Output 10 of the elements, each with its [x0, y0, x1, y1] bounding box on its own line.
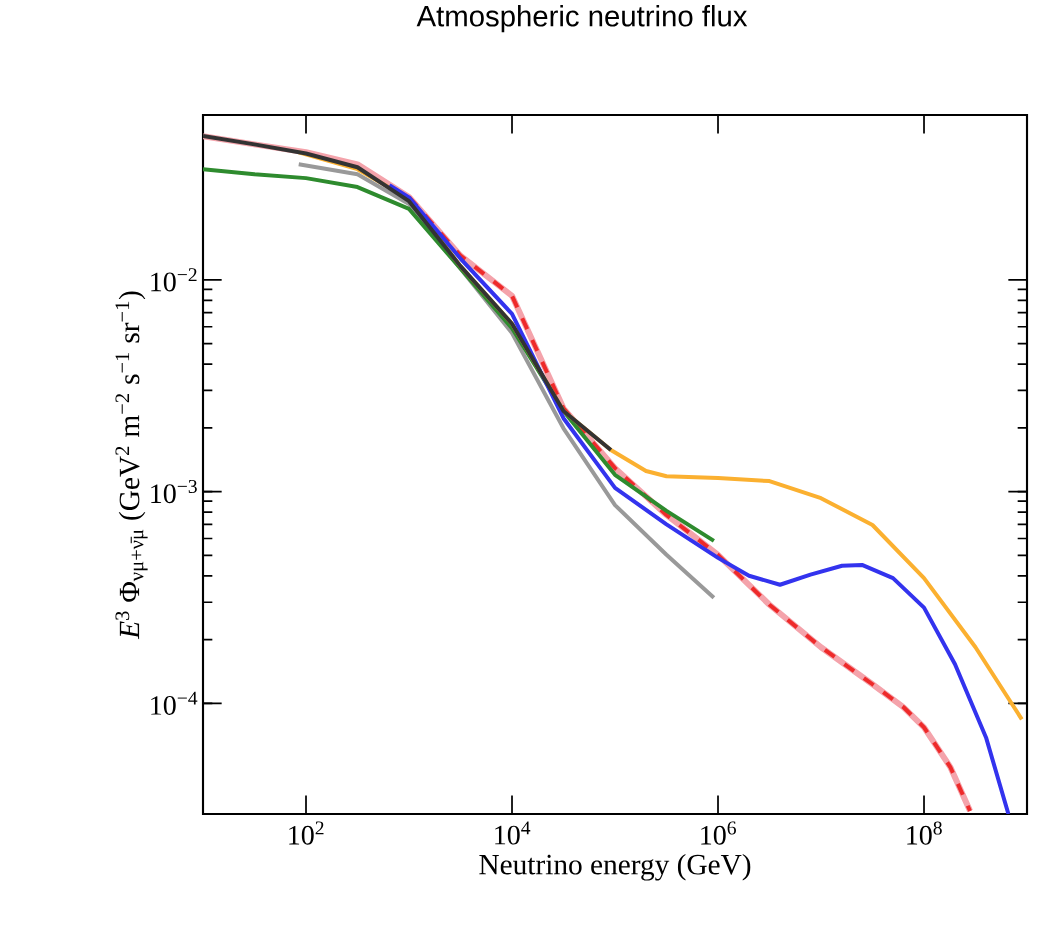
- chart-title: Atmospheric neutrino flux: [416, 5, 748, 33]
- y-tick-label: 10$^{−4}$: [151, 691, 198, 715]
- x-tick-label: 10$^{6}$: [701, 821, 736, 845]
- y-tick-label: 10$^{−2}$: [151, 268, 197, 292]
- x-axis-title: Neutrino energy (GeV): [479, 853, 751, 881]
- x-tick-label: 10$^{8}$: [907, 821, 942, 845]
- x-tick-label: 10$^{2}$: [289, 821, 324, 845]
- y-tick-label: 10$^{−3}$: [151, 479, 197, 504]
- x-tick-label: 10$^{4}$: [495, 821, 531, 845]
- text: E$^{3}$ Φ$_{νμ+ν̄μ}$ (GeV$^{2}$ m$^{−2}$ s$^{−1}$ sr$^{−1}$): [115, 291, 148, 640]
